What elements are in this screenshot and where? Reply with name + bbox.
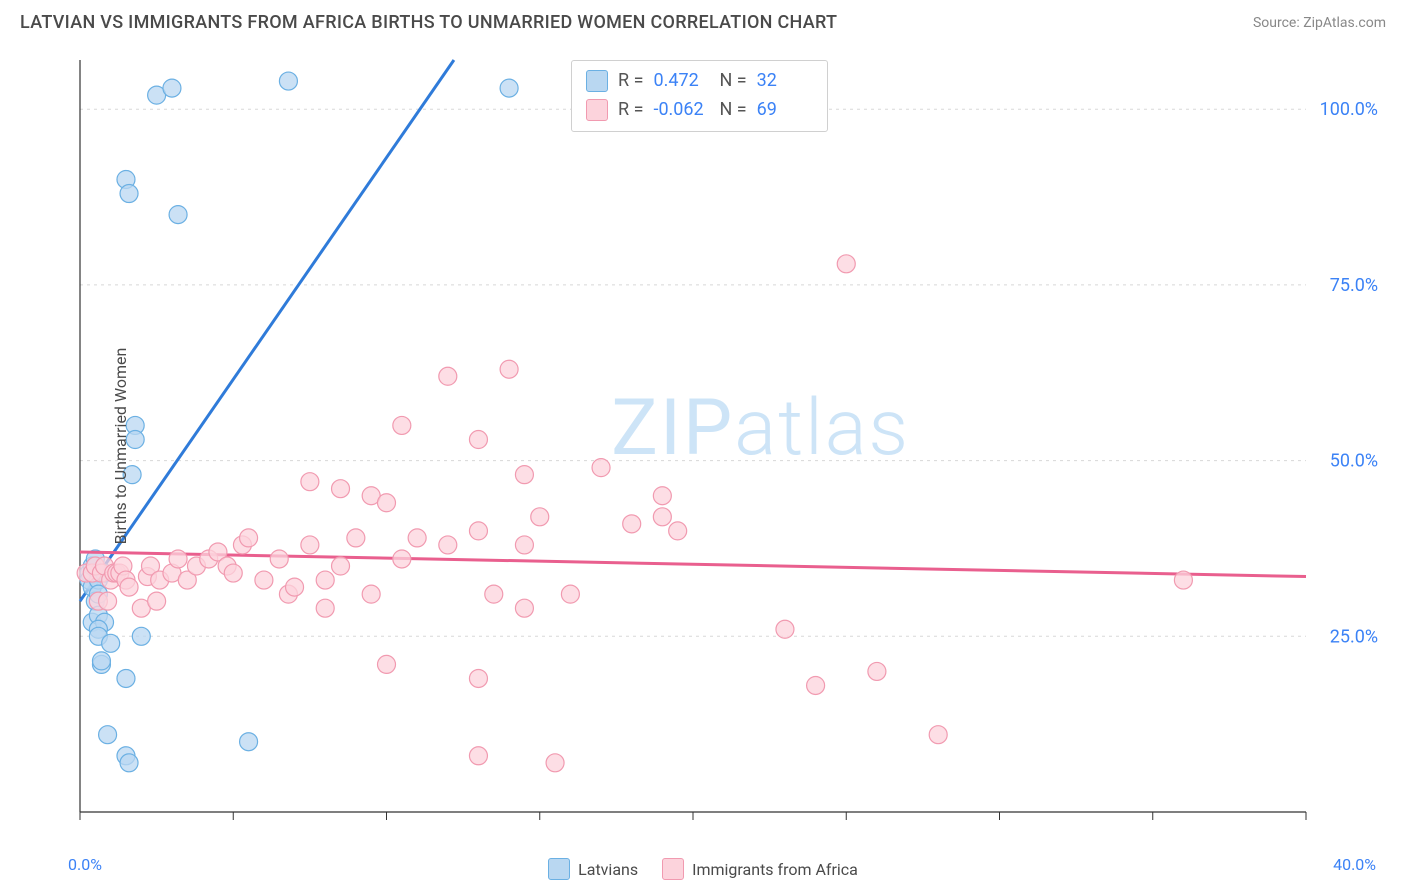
- stats-row: R = -0.062 N = 69: [586, 96, 813, 125]
- legend-label: Latvians: [578, 860, 638, 879]
- legend-item: Immigrants from Africa: [662, 858, 858, 880]
- stats-row: R = 0.472 N = 32: [586, 67, 813, 96]
- scatter-plot: 25.0% 50.0% 75.0% 100.0%: [50, 50, 1386, 842]
- stats-legend-box: R = 0.472 N = 32 R = -0.062 N = 69: [571, 60, 828, 132]
- legend-swatch: [662, 858, 684, 880]
- stat-r-label: R =: [618, 67, 643, 96]
- stats-swatch: [586, 70, 608, 92]
- chart-title: LATVIAN VS IMMIGRANTS FROM AFRICA BIRTHS…: [20, 12, 837, 33]
- chart-source: Source: ZipAtlas.com: [1253, 15, 1386, 31]
- chart-header: LATVIAN VS IMMIGRANTS FROM AFRICA BIRTHS…: [0, 0, 1406, 41]
- svg-text:25.0%: 25.0%: [1330, 626, 1378, 647]
- stat-n-label: N =: [719, 96, 746, 125]
- chart-area: Births to Unmarried Women 25.0% 50.0% 75.0…: [50, 50, 1386, 842]
- legend-label: Immigrants from Africa: [692, 860, 858, 879]
- bottom-legend: Latvians Immigrants from Africa: [0, 858, 1406, 880]
- legend-swatch: [548, 858, 570, 880]
- svg-text:50.0%: 50.0%: [1330, 451, 1378, 472]
- svg-text:75.0%: 75.0%: [1330, 275, 1378, 296]
- stat-n-label: N =: [719, 67, 746, 96]
- stat-r-value: 0.472: [653, 67, 709, 96]
- svg-text:100.0%: 100.0%: [1320, 99, 1378, 120]
- stat-n-value: 32: [757, 67, 813, 96]
- stat-n-value: 69: [757, 96, 813, 125]
- stat-r-label: R =: [618, 96, 643, 125]
- y-axis-label: Births to Unmarried Women: [111, 348, 130, 545]
- legend-item: Latvians: [548, 858, 638, 880]
- stats-swatch: [586, 99, 608, 121]
- stat-r-value: -0.062: [653, 96, 709, 125]
